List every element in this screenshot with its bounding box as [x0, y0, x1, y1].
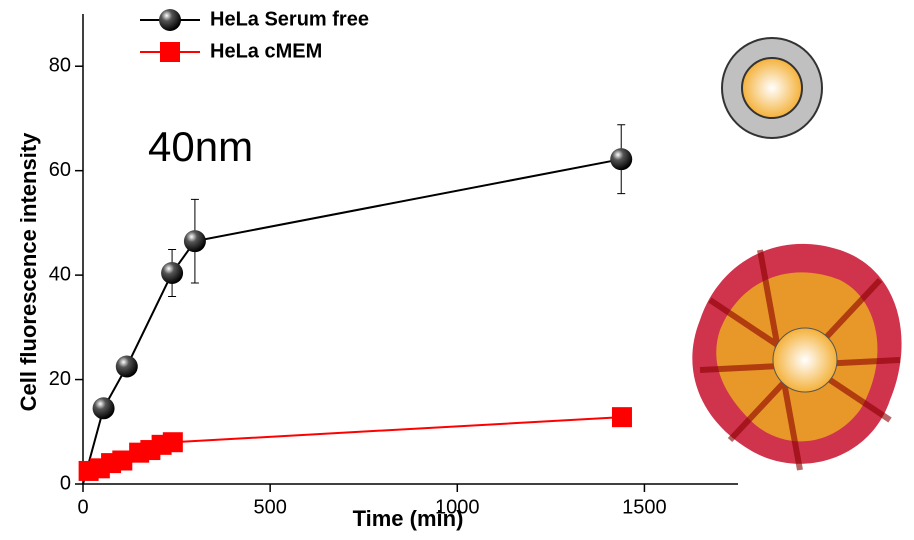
data-point [611, 407, 632, 428]
legend-marker [160, 42, 180, 62]
data-point [92, 397, 115, 420]
data-point [115, 355, 138, 378]
y-tick-label: 80 [49, 55, 71, 77]
legend-label: HeLa Serum free [210, 8, 369, 30]
legend-marker [159, 9, 181, 31]
legend-label: HeLa cMEM [210, 40, 322, 62]
x-tick-label: 1500 [622, 496, 667, 518]
data-point [161, 262, 184, 285]
y-tick-label: 20 [49, 368, 71, 390]
protein-corona-image [692, 243, 902, 471]
y-tick-label: 0 [60, 472, 71, 494]
data-point [183, 230, 206, 253]
data-point [112, 450, 133, 471]
x-axis-title: Time (min) [353, 506, 464, 531]
y-tick-label: 60 [49, 159, 71, 181]
x-tick-label: 500 [253, 496, 286, 518]
data-point [610, 148, 633, 171]
core-shell-icon [721, 37, 823, 139]
series-line [82, 158, 622, 485]
y-axis-title: Cell fluorescence intensity [16, 132, 41, 412]
x-tick-label: 0 [77, 496, 88, 518]
y-tick-label: 40 [49, 263, 71, 285]
annotation: 40nm [148, 123, 253, 170]
data-point [162, 432, 183, 453]
x-tick-label: 1000 [435, 496, 480, 518]
